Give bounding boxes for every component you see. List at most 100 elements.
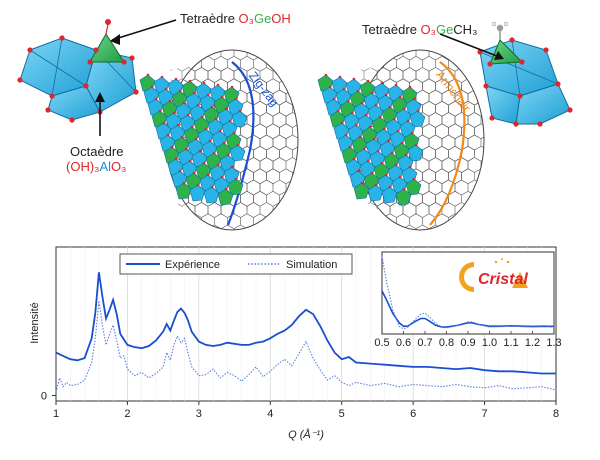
armchair-nanotube [317,49,485,231]
zigzag-nanotube [139,49,299,231]
oxygen-atom [338,75,342,79]
octahedral-tile [381,186,398,204]
oxygen-atom [404,153,408,157]
oxygen-atom [398,95,402,99]
oxygen-atom [59,35,65,41]
oxygen-atom [222,141,226,145]
oxygen-atom [406,119,410,123]
oxygen-atom [396,129,400,133]
right-tetrahedron-label: Tetraèdre O₃GeCH₃ [362,22,478,37]
oxygen-atom [519,59,525,65]
oxygen-atom [356,89,360,93]
oxygen-atom [360,101,364,105]
oxygen-atom [216,163,220,167]
oxygen-atom [350,111,354,115]
inset-x-tick-label: 0.8 [439,337,454,349]
oxygen-atom [392,117,396,121]
oxygen-atom [178,89,182,93]
cristal-logo-text: Cristal [478,271,528,288]
oxygen-atom [224,107,228,111]
x-tick-label: 5 [339,408,345,420]
oxygen-atom [168,99,172,103]
inset-x-tick-label: 0.9 [460,337,475,349]
oxygen-atom [390,151,394,155]
inset-x-tick-label: 0.5 [374,337,389,349]
oxygen-atom [216,83,220,87]
oxygen-atom [133,89,139,95]
oxygen-atom [212,151,216,155]
oxygen-atom [228,119,232,123]
oxygen-atom [362,147,366,151]
oxygen-atom [372,137,376,141]
inset-x-tick-label: 1.1 [503,337,518,349]
oxygen-atom [93,47,99,53]
octahedral-tile [189,184,206,202]
oxygen-atom [194,137,198,141]
oxygen-atom [374,183,378,187]
oxygen-atom [208,139,212,143]
oxygen-atom [555,81,561,87]
oxygen-atom [376,149,380,153]
legend: Expérience Simulation [119,253,353,275]
oxygen-atom [400,141,404,145]
oxygen-atom [328,85,332,89]
oxygen-atom [487,61,493,67]
octahedral-tile [203,186,220,204]
inset-x-tick-label: 0.6 [396,337,411,349]
oxygen-atom [45,107,51,113]
oxygen-atom [150,85,154,89]
oxygen-atom [27,47,33,53]
oxygen-atom [348,145,352,149]
oxygen-atom [49,93,55,99]
inset-x-tick-label: 1.0 [482,337,497,349]
oxygen-atom [220,175,224,179]
oxygen-atom [146,73,150,77]
right-molecule-model [477,21,573,127]
oxygen-atom [129,55,135,61]
oxygen-atom [87,59,93,65]
oxygen-atom [188,79,192,83]
oxygen-atom [158,109,162,113]
oxygen-atom [226,153,230,157]
oxygen-atom [537,121,543,127]
oxygen-atom [186,113,190,117]
oxygen-atom [402,107,406,111]
oxygen-atom [180,135,184,139]
oxygen-atom [230,165,234,169]
oxygen-atom [342,87,346,91]
oxygen-atom [121,59,127,65]
oxygen-atom [394,83,398,87]
oxygen-atom [410,131,414,135]
x-tick-label: 1 [53,408,59,420]
oxygen-atom [384,173,388,177]
oxygen-atom [232,131,236,135]
oxygen-atom [517,93,523,99]
oxygen-atom [394,163,398,167]
oxygen-atom [198,149,202,153]
inset-x-tick-label: 1.2 [525,337,540,349]
oxygen-atom [230,85,234,89]
oxygen-atom [210,105,214,109]
oxygen-atom [354,123,358,127]
oxygen-atom [178,169,182,173]
series-experience-line [55,272,556,375]
oxygen-atom [384,93,388,97]
oxygen-atom [192,171,196,175]
oxygen-atom [489,115,495,121]
oxygen-atom [206,93,210,97]
zigzag-path [226,61,255,226]
oxygen-atom [160,75,164,79]
oxygen-atom [17,77,23,83]
oxygen-atom [204,127,208,131]
oxygen-atom [388,105,392,109]
oxygen-atom [352,77,356,81]
oxygen-atom [174,77,178,81]
oxygen-atom [324,73,328,77]
oxygen-atom [380,161,384,165]
oxygen-atom [543,47,549,53]
oxygen-atom [416,109,420,113]
octahedral-tile [175,182,192,200]
oxygen-atom [380,81,384,85]
octahedron-label: Octaèdre (OH)₃AlO₃ [66,144,127,174]
oxygen-atom [196,183,200,187]
